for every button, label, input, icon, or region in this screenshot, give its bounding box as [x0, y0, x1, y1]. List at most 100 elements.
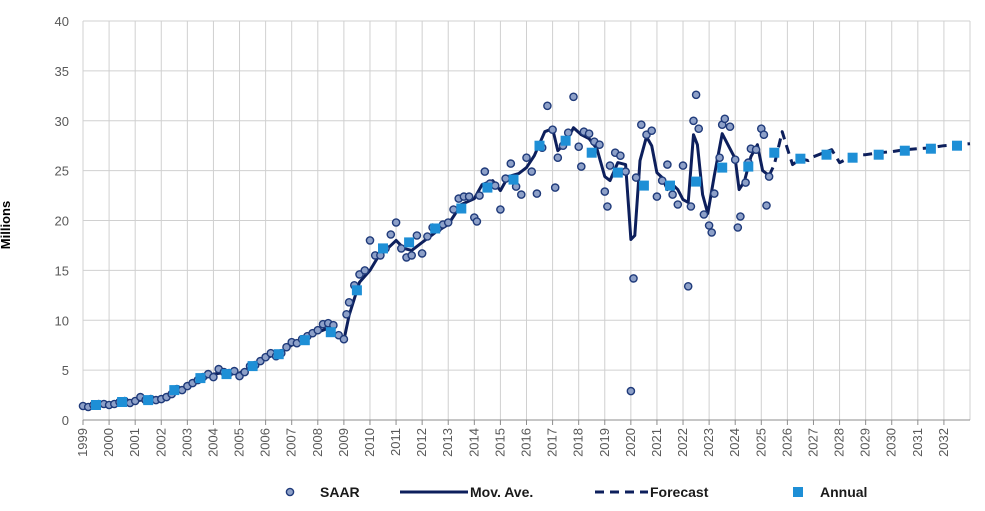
saar-point	[759, 130, 769, 139]
x-tick-label: 2013	[440, 428, 455, 457]
saar-point	[344, 297, 354, 307]
annual-point	[795, 153, 806, 164]
annual-point	[404, 237, 415, 248]
x-tick-label: 2032	[936, 428, 951, 457]
annual-point	[508, 174, 519, 185]
saar-point	[678, 161, 688, 170]
saar-point	[506, 159, 516, 168]
annual-point	[665, 180, 675, 191]
saar-point	[522, 153, 531, 162]
annual-point	[952, 140, 962, 151]
legend-label: Annual	[820, 484, 867, 500]
annual-point	[117, 397, 128, 407]
legend-marker-saar	[285, 487, 295, 497]
saar-point	[360, 266, 370, 275]
annual-point	[743, 161, 754, 172]
saar-point	[647, 126, 657, 135]
annual-point	[169, 385, 180, 396]
x-tick-label: 2004	[205, 428, 220, 457]
saar-point	[548, 125, 557, 134]
series-line-moving-average	[81, 126, 771, 408]
x-tick-label: 2012	[414, 428, 429, 457]
y-axis-title: Millions	[0, 201, 13, 249]
legend-item: Mov. Ave.	[400, 484, 533, 500]
saar-point	[563, 128, 573, 137]
grid	[82, 20, 971, 420]
annual-point	[430, 223, 441, 234]
saar-point	[417, 249, 427, 258]
x-tick-label: 2000	[101, 428, 116, 457]
saar-point	[733, 223, 743, 232]
saar-point	[423, 232, 432, 241]
y-tick-label: 15	[55, 263, 69, 278]
annual-point	[221, 369, 232, 380]
x-tick-label: 2018	[571, 428, 586, 457]
annual-point	[560, 135, 571, 146]
x-tick-label: 2015	[492, 428, 507, 457]
annual-point	[899, 145, 910, 156]
y-tick-label: 20	[55, 214, 69, 229]
saar-point	[595, 140, 604, 149]
x-tick-label: 2031	[910, 428, 925, 457]
saar-point	[443, 218, 453, 227]
saar-point	[629, 274, 638, 283]
legend-item: Annual	[793, 484, 867, 500]
saar-point	[689, 116, 698, 126]
annual-point	[691, 176, 702, 187]
saar-point	[691, 90, 701, 100]
saar-point	[490, 181, 500, 190]
saar-point	[407, 251, 417, 260]
y-tick-label: 0	[62, 413, 69, 428]
annual-point	[847, 152, 858, 163]
saar-point	[209, 372, 218, 382]
saar-point	[668, 190, 677, 199]
y-tick-label: 10	[55, 313, 69, 328]
annual-point	[247, 361, 258, 372]
saar-point	[616, 151, 625, 160]
legend-marker-annual	[793, 487, 803, 497]
legend-label: Forecast	[650, 484, 709, 500]
x-tick-label: 2022	[675, 428, 690, 457]
saar-point	[386, 230, 396, 239]
legend-label: SAAR	[320, 484, 360, 500]
annual-point	[717, 162, 728, 173]
annual-point	[143, 395, 154, 406]
saar-point	[730, 155, 740, 164]
saar-point	[762, 201, 771, 210]
y-axis-ticks: 0 5 10 15 20 25 30 35 40	[55, 14, 69, 428]
annual-point	[612, 167, 623, 178]
y-tick-label: 35	[55, 64, 69, 79]
saar-point	[391, 218, 401, 227]
saar-point	[707, 228, 717, 237]
annual-point	[821, 149, 832, 160]
x-tick-label: 2016	[519, 428, 534, 457]
legend: SAAR Mov. Ave. Forecast Annual	[285, 484, 867, 500]
saar-point	[574, 142, 584, 151]
annual-point	[925, 143, 936, 154]
saar-point	[699, 210, 709, 219]
x-tick-label: 2028	[832, 428, 847, 457]
annual-point	[195, 373, 206, 384]
series-line-forecast	[767, 130, 971, 177]
saar-point	[339, 334, 349, 344]
legend-label: Mov. Ave.	[470, 484, 533, 500]
x-tick-label: 2011	[388, 428, 403, 456]
saar-point	[631, 173, 641, 182]
saar-point	[449, 205, 458, 214]
saar-point	[751, 145, 761, 154]
saar-point	[464, 192, 474, 201]
saar-point	[342, 309, 351, 319]
saar-point	[605, 161, 615, 170]
axes	[82, 419, 970, 425]
saar-point	[694, 124, 704, 133]
saar-point	[577, 162, 586, 171]
x-tick-label: 2030	[884, 428, 899, 457]
saar-point	[553, 153, 563, 162]
annual-point	[638, 180, 649, 191]
saar-point	[600, 187, 610, 196]
x-tick-label: 2025	[753, 428, 768, 457]
annual-point	[534, 140, 545, 151]
saar-point	[704, 221, 714, 230]
y-tick-label: 40	[55, 14, 69, 29]
